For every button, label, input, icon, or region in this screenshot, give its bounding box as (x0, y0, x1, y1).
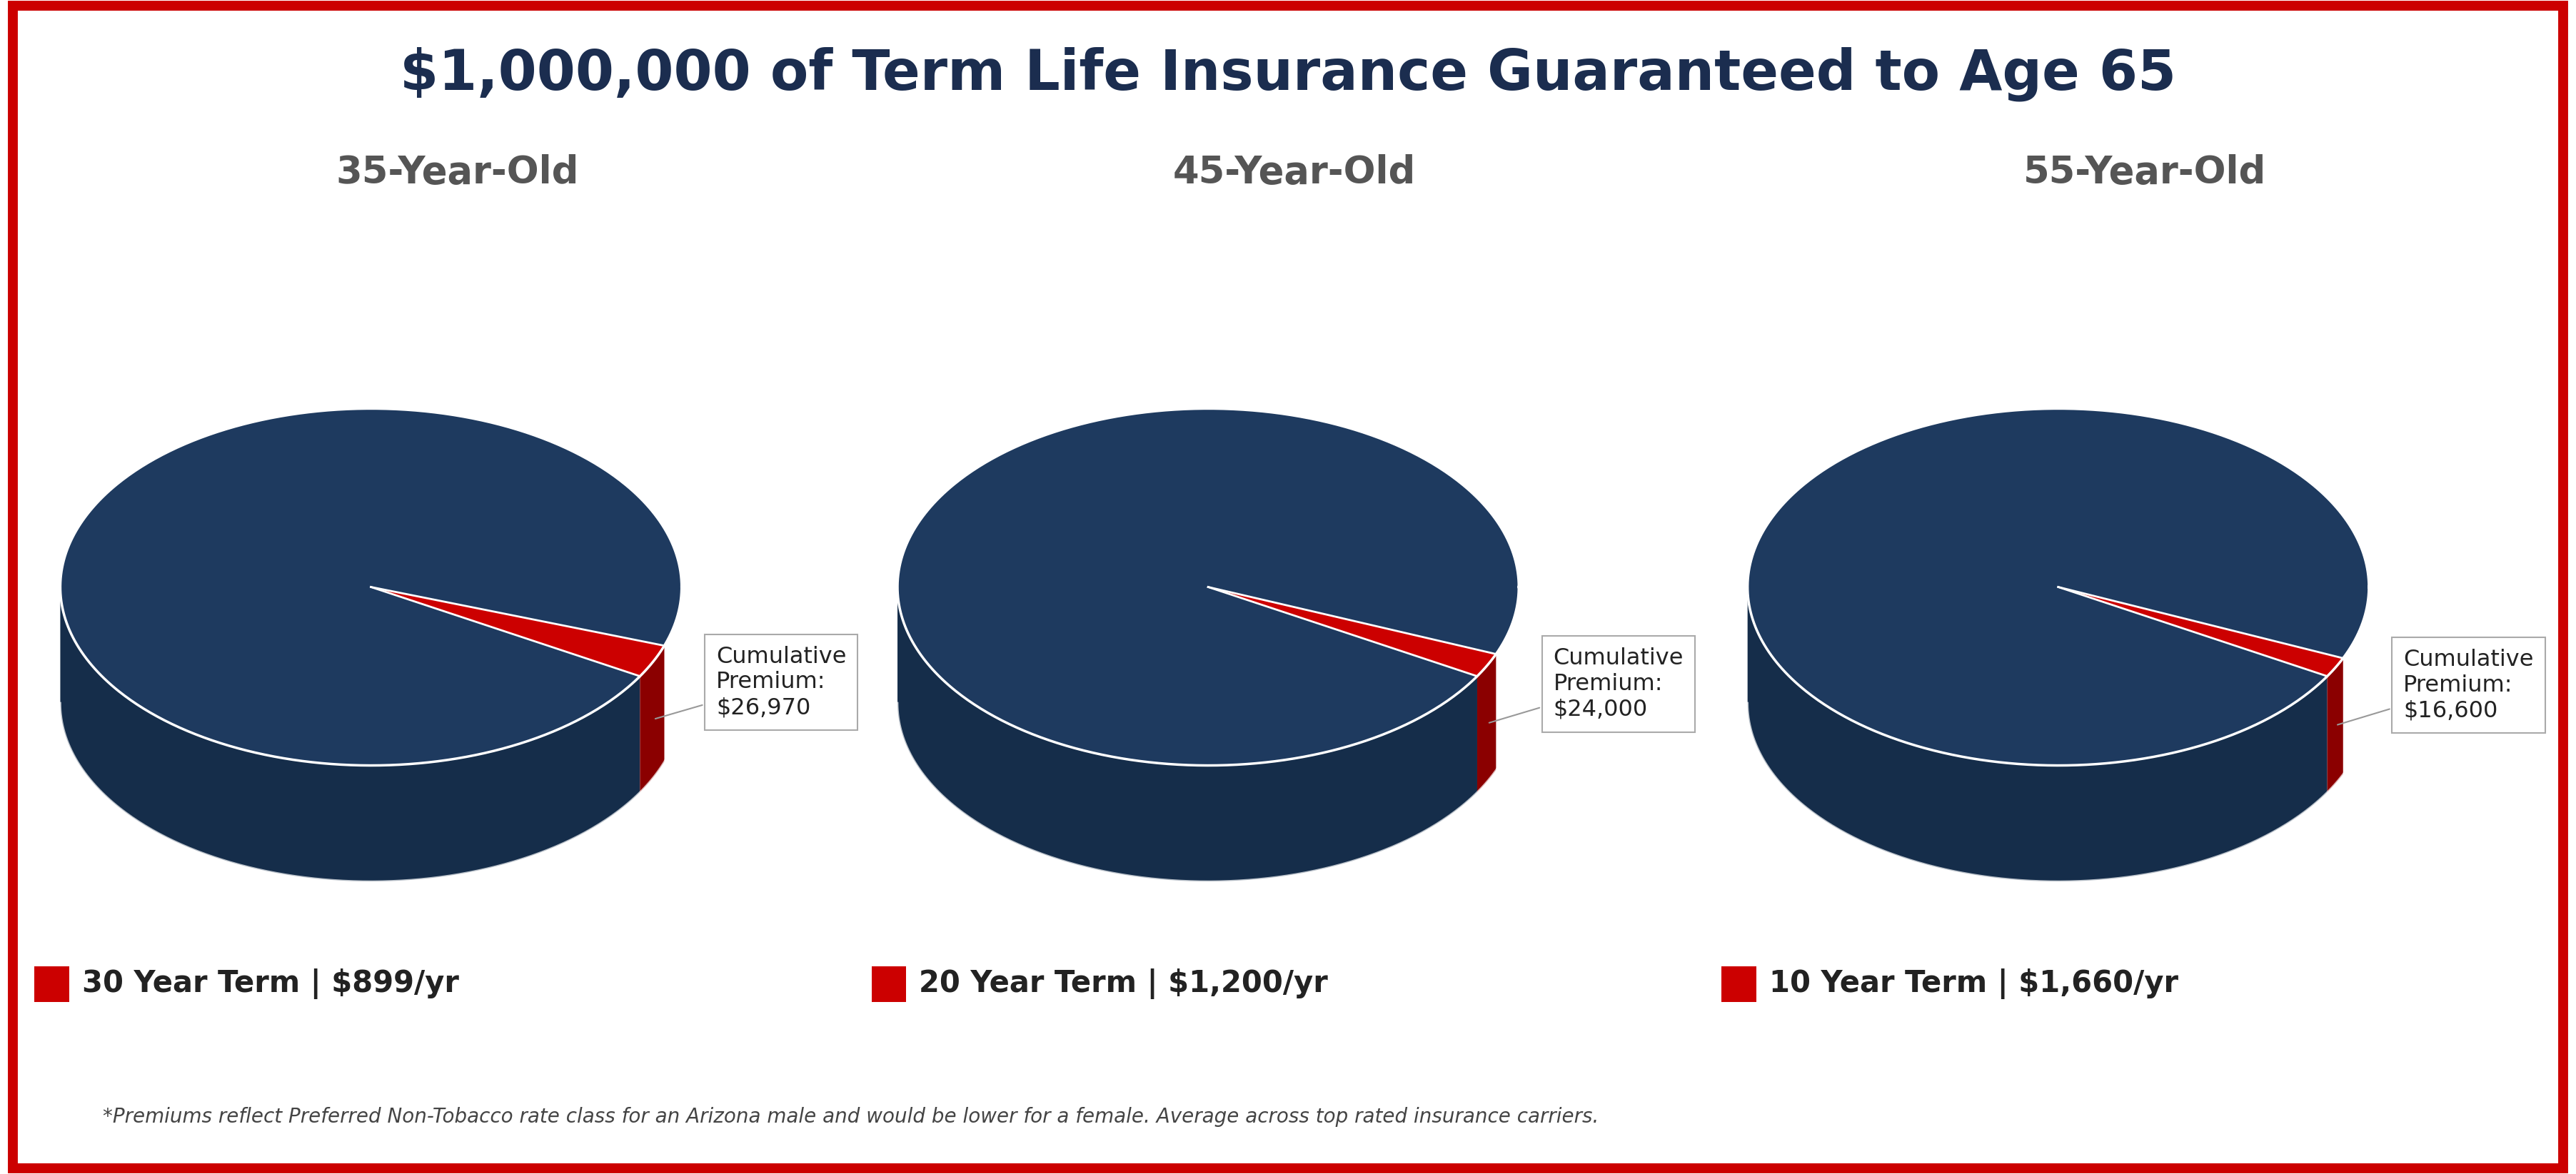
Polygon shape (1208, 587, 1497, 676)
Text: 35-Year-Old: 35-Year-Old (335, 154, 580, 191)
Polygon shape (896, 409, 1520, 765)
FancyBboxPatch shape (33, 966, 70, 1001)
Text: Cumulative
Premium:
$26,970: Cumulative Premium: $26,970 (654, 646, 848, 718)
Polygon shape (2326, 659, 2344, 792)
Polygon shape (639, 646, 665, 792)
FancyBboxPatch shape (871, 966, 907, 1001)
Text: 30 Year Term | $899/yr: 30 Year Term | $899/yr (82, 969, 459, 999)
Text: Cumulative
Premium:
$24,000: Cumulative Premium: $24,000 (1489, 648, 1685, 723)
Text: $1,000,000 of Term Life Insurance Guaranteed to Age 65: $1,000,000 of Term Life Insurance Guaran… (399, 47, 2177, 102)
Polygon shape (1747, 409, 2370, 765)
Polygon shape (59, 587, 639, 882)
Text: 55-Year-Old: 55-Year-Old (2022, 154, 2267, 191)
Text: 45-Year-Old: 45-Year-Old (1172, 154, 1417, 191)
Polygon shape (2058, 587, 2344, 676)
Polygon shape (896, 587, 1476, 882)
Polygon shape (1747, 587, 2326, 882)
Polygon shape (1476, 654, 1497, 792)
Text: 20 Year Term | $1,200/yr: 20 Year Term | $1,200/yr (920, 969, 1329, 999)
Text: 10 Year Term | $1,660/yr: 10 Year Term | $1,660/yr (1770, 969, 2179, 999)
Polygon shape (59, 409, 683, 765)
Polygon shape (371, 587, 665, 676)
Text: Cumulative
Premium:
$16,600: Cumulative Premium: $16,600 (2336, 648, 2535, 724)
Text: *Premiums reflect Preferred Non-Tobacco rate class for an Arizona male and would: *Premiums reflect Preferred Non-Tobacco … (103, 1107, 1600, 1127)
FancyBboxPatch shape (1721, 966, 1757, 1001)
